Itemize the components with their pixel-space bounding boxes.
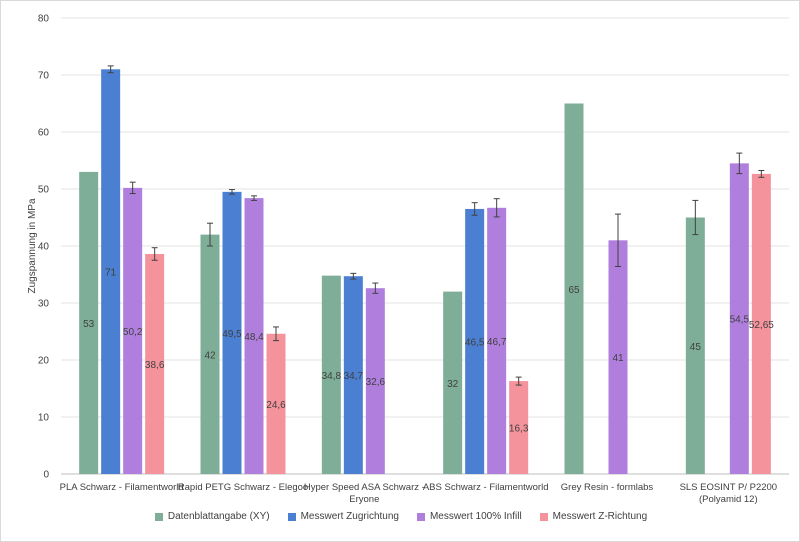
y-tick-label: 80 [38, 14, 50, 25]
data-label: 46,5 [465, 337, 485, 348]
data-label: 45 [690, 342, 702, 353]
bar [222, 191, 242, 474]
bar [266, 333, 286, 474]
data-label: 46,7 [487, 337, 507, 348]
legend-label: Datenblattangabe (XY) [167, 511, 270, 522]
data-label: 50,2 [123, 327, 143, 338]
data-label: 53 [83, 319, 95, 330]
data-label: 41 [612, 353, 624, 364]
bar [487, 207, 507, 474]
x-tick-label: Rapid PETG Schwarz - Elegoo [178, 482, 308, 493]
x-tick-label: ABS Schwarz - Filamentworld [423, 482, 549, 493]
data-label: 42 [204, 350, 216, 361]
data-label: 38,6 [145, 360, 165, 371]
legend-swatch [154, 512, 163, 521]
bar [443, 291, 463, 474]
y-axis-label: Zugspannung in MPa [27, 198, 38, 294]
x-tick-label: SLS EOSINT P/ P2200 [680, 482, 778, 493]
bar [564, 103, 584, 474]
bar [751, 173, 771, 474]
bar [244, 198, 264, 474]
bar [123, 187, 143, 475]
legend-swatch [539, 512, 548, 521]
data-label: 48,4 [244, 332, 264, 343]
bar [101, 69, 121, 475]
y-tick-label: 10 [38, 413, 50, 424]
legend-swatch [287, 512, 296, 521]
y-tick-label: 0 [43, 470, 49, 481]
bar-chart: 0 10 20 30 40 50 60 70 80 Zugspannung in MPa 53 71 5… [27, 14, 789, 505]
data-label: 34,8 [322, 371, 342, 382]
x-tick-label: Grey Resin - formlabs [561, 482, 654, 493]
data-label: 65 [568, 285, 580, 296]
bar [509, 381, 529, 474]
legend-label: Messwert 100% Infill [429, 511, 522, 522]
bar [343, 276, 363, 474]
legend-item: Messwert Zugrichtung [287, 511, 399, 522]
data-label: 34,7 [344, 371, 364, 382]
x-tick-label: Hyper Speed ASA Schwarz - [304, 482, 425, 493]
y-tick-label: 40 [38, 242, 50, 253]
y-tick-label: 60 [38, 128, 50, 139]
data-label: 32,6 [366, 377, 386, 388]
bar [79, 171, 99, 474]
data-label: 32 [447, 379, 459, 390]
data-label: 49,5 [222, 329, 242, 340]
y-tick-label: 30 [38, 299, 50, 310]
legend-label: Messwert Zugrichtung [300, 511, 399, 522]
bar [200, 234, 220, 474]
data-label: 24,6 [266, 400, 286, 411]
bar [321, 275, 341, 474]
bar [365, 288, 385, 474]
bar [465, 208, 485, 474]
bar [608, 240, 628, 474]
x-tick-label: PLA Schwarz - Filamentworld [60, 482, 184, 493]
y-tick-label: 20 [38, 356, 50, 367]
y-tick-label: 70 [38, 71, 50, 82]
x-tick-label: (Polyamid 12) [699, 494, 758, 505]
legend-swatch [416, 512, 425, 521]
bar [145, 253, 165, 474]
bar [729, 163, 749, 474]
bar [685, 217, 705, 474]
data-label: 16,3 [509, 424, 529, 435]
legend-item: Messwert Z-Richtung [539, 511, 648, 522]
legend-item: Messwert 100% Infill [416, 511, 522, 522]
y-tick-label: 50 [38, 185, 50, 196]
legend: Datenblattangabe (XY) Messwert Zugrichtun… [1, 511, 800, 522]
data-label: 54,5 [730, 315, 750, 326]
data-label: 52,65 [749, 320, 774, 331]
data-label: 71 [105, 268, 117, 279]
legend-item: Datenblattangabe (XY) [154, 511, 270, 522]
x-tick-label: Eryone [349, 494, 379, 505]
legend-label: Messwert Z-Richtung [552, 511, 648, 522]
